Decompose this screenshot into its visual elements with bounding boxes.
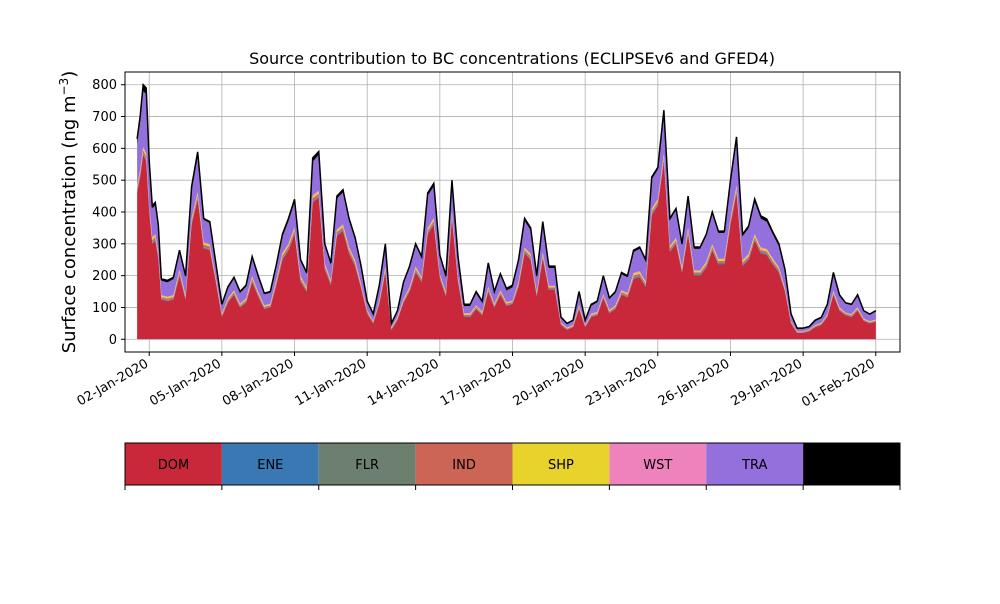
legend-label-bb: BB xyxy=(843,458,861,473)
y-tick-label: 0 xyxy=(109,333,117,348)
legend-label-shp: SHP xyxy=(548,458,574,473)
x-tick-label: 20-Jan-2020 xyxy=(511,356,588,409)
legend-label-ind: IND xyxy=(452,458,476,473)
y-tick-label: 300 xyxy=(92,237,117,252)
area-series xyxy=(136,83,877,340)
x-tick-label: 26-Jan-2020 xyxy=(656,356,733,409)
area-series-tra xyxy=(137,91,876,331)
legend-swatch-dom xyxy=(125,443,222,485)
x-tick-label: 23-Jan-2020 xyxy=(583,356,660,409)
y-tick-label: 500 xyxy=(92,174,117,189)
y-axis-label-unit-exponent: −3 xyxy=(57,78,71,96)
x-tick-label: 05-Jan-2020 xyxy=(147,356,224,409)
chart-title: Source contribution to BC concentrations… xyxy=(249,49,775,68)
y-tick-label: 200 xyxy=(92,269,117,284)
x-tick-label: 01-Feb-2020 xyxy=(799,356,878,410)
legend-label-wst: WST xyxy=(643,458,672,473)
x-tick-label: 17-Jan-2020 xyxy=(438,356,515,409)
x-tick-label: 02-Jan-2020 xyxy=(75,356,152,409)
y-tick-label: 800 xyxy=(92,78,117,93)
y-tick-label: 600 xyxy=(92,142,117,157)
x-tick-label: 14-Jan-2020 xyxy=(365,356,442,409)
legend-swatch-tra xyxy=(706,443,804,485)
legend-label-ene: ENE xyxy=(257,458,283,473)
y-tick-label: 400 xyxy=(92,206,117,221)
area-series-dom xyxy=(137,154,876,340)
x-tick-label: 11-Jan-2020 xyxy=(293,356,370,409)
legend-label-dom: DOM xyxy=(158,458,189,473)
y-tick-label: 700 xyxy=(92,110,117,125)
legend-swatch-flr xyxy=(318,443,416,485)
legend-swatch-wst xyxy=(609,443,707,485)
x-tick-label: 08-Jan-2020 xyxy=(220,356,297,409)
legend-label-flr: FLR xyxy=(355,458,379,473)
y-axis-label: Surface concentration (ng m−3) xyxy=(57,71,80,354)
total-line xyxy=(136,83,877,329)
legend-swatch-ind xyxy=(415,443,513,485)
x-tick-label: 29-Jan-2020 xyxy=(729,356,806,409)
legend-swatch-ene xyxy=(221,443,319,485)
legend-label-tra: TRA xyxy=(741,458,767,473)
colorbar-legend: DOM ENE FLR IND SHP WST TRA BB xyxy=(124,442,901,490)
legend-swatch-shp xyxy=(512,443,610,485)
legend-swatch-bb xyxy=(803,443,900,485)
y-tick-label: 100 xyxy=(92,301,117,316)
